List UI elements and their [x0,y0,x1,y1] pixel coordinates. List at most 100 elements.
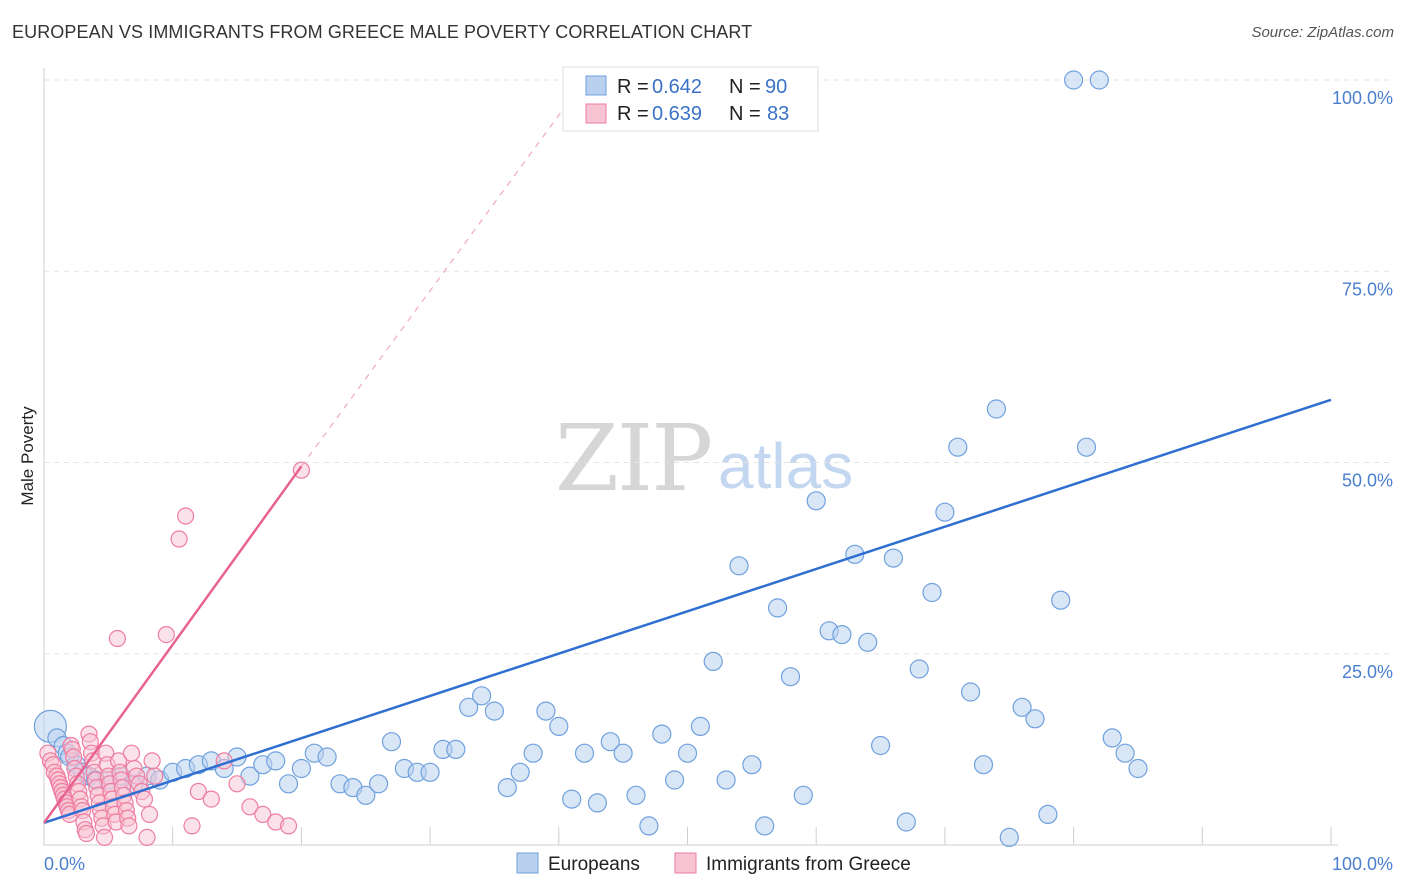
europeans-point-72 [909,659,929,679]
greece-trendline-extension [300,79,586,467]
europeans-point-22 [266,751,286,771]
europeans-point-24 [291,758,311,779]
europeans-point-40 [497,777,517,798]
europeans-point-73 [922,582,942,603]
europeans-point-78 [986,399,1007,419]
greece-point-81 [279,817,298,835]
europeans-point-20 [240,766,260,786]
europeans-point-44 [549,716,569,737]
europeans-point-38 [472,686,492,706]
europeans-point-43 [536,701,556,721]
europeans-point-74 [935,502,955,522]
europeans-point-39 [484,701,504,721]
greece-point-68 [143,752,161,770]
y-tick-label-0: 25.0% [1342,662,1393,682]
europeans-point-30 [369,774,389,794]
gridlines [44,79,1394,655]
greece-point-69 [146,767,164,785]
europeans-point-23 [278,774,299,794]
europeans-point-70 [883,548,904,568]
europeans-point-57 [716,770,736,790]
europeans-point-79 [999,827,1019,848]
europeans-point-62 [780,667,801,687]
stats-legend: R = 0.642 N = 90 R = 0.639 N = 83 [562,66,819,132]
europeans-point-36 [446,739,466,760]
europeans-point-64 [806,491,826,511]
europeans-point-71 [896,812,916,832]
europeans-point-47 [587,793,608,813]
greece-point-77 [228,775,246,793]
europeans-point-48 [600,732,620,752]
greece-series-swatch [674,852,697,874]
europeans-series-label: Europeans [548,854,640,875]
europeans-point-60 [755,816,775,836]
europeans-point-68 [858,632,878,652]
europeans-point-66 [832,624,852,645]
chart-source: Source: ZipAtlas.com [1251,24,1394,41]
greece-point-79 [254,805,272,824]
europeans-r-value: 0.642 [652,76,702,98]
europeans-point-51 [639,816,659,836]
y-tick-labels: 25.0% 50.0% 75.0% 100.0% [1332,88,1393,682]
europeans-point-63 [793,785,813,805]
greece-point-78 [241,798,259,816]
greece-point-67 [140,805,159,824]
greece-n-label: N = [729,103,761,125]
europeans-point-89 [1128,758,1148,779]
greece-series-label: Immigrants from Greece [706,854,911,875]
europeans-point-54 [677,743,698,763]
greece-legend-swatch [585,103,607,124]
y-tick-label-1: 50.0% [1342,471,1393,491]
europeans-point-77 [973,755,994,775]
europeans-point-82 [1038,804,1058,825]
europeans-point-85 [1076,437,1097,457]
greece-point-50 [108,629,127,648]
europeans-point-76 [960,682,981,702]
europeans-point-61 [767,598,788,618]
greece-point-75 [202,790,220,808]
europeans-point-59 [742,755,762,775]
greece-point-82 [292,461,310,479]
x-axis-ticks [172,827,1332,845]
greece-point-66 [138,828,156,847]
europeans-point-83 [1051,590,1071,610]
x-tick-labels: 0.0% 100.0% [44,854,1393,874]
europeans-point-50 [626,785,646,805]
greece-point-71 [170,530,188,548]
greece-r-value: 0.639 [652,103,702,125]
europeans-point-52 [652,724,672,744]
greece-point-60 [122,744,141,762]
europeans-point-58 [729,556,749,576]
greece-point-74 [189,782,207,801]
greece-point-40 [95,828,114,847]
europeans-r-label: R = [617,76,649,98]
greece-trendline [42,465,303,824]
europeans-point-34 [420,762,440,782]
europeans-point-41 [510,762,530,782]
greece-point-72 [177,507,195,525]
trendlines [42,79,1332,825]
europeans-point-49 [613,743,633,763]
europeans-points [33,70,1148,848]
greece-n-value: 83 [767,103,789,125]
europeans-point-55 [690,716,711,737]
watermark-zip: ZIP [555,405,711,512]
europeans-series-swatch [516,852,539,874]
europeans-point-75 [948,437,968,457]
europeans-point-84 [1063,70,1084,90]
europeans-point-45 [562,789,582,809]
y-tick-label-2: 75.0% [1342,279,1393,299]
europeans-point-87 [1102,728,1122,748]
europeans-trendline [43,398,1332,825]
europeans-point-86 [1089,70,1109,90]
europeans-point-81 [1025,709,1045,729]
greece-point-73 [183,817,201,835]
y-tick-label-3: 100.0% [1332,88,1393,108]
europeans-point-69 [870,735,891,756]
europeans-point-56 [703,651,723,672]
europeans-point-37 [459,697,479,717]
greece-r-label: R = [617,103,649,125]
europeans-point-46 [574,743,595,763]
europeans-n-label: N = [729,76,761,98]
greece-point-65 [135,790,153,808]
